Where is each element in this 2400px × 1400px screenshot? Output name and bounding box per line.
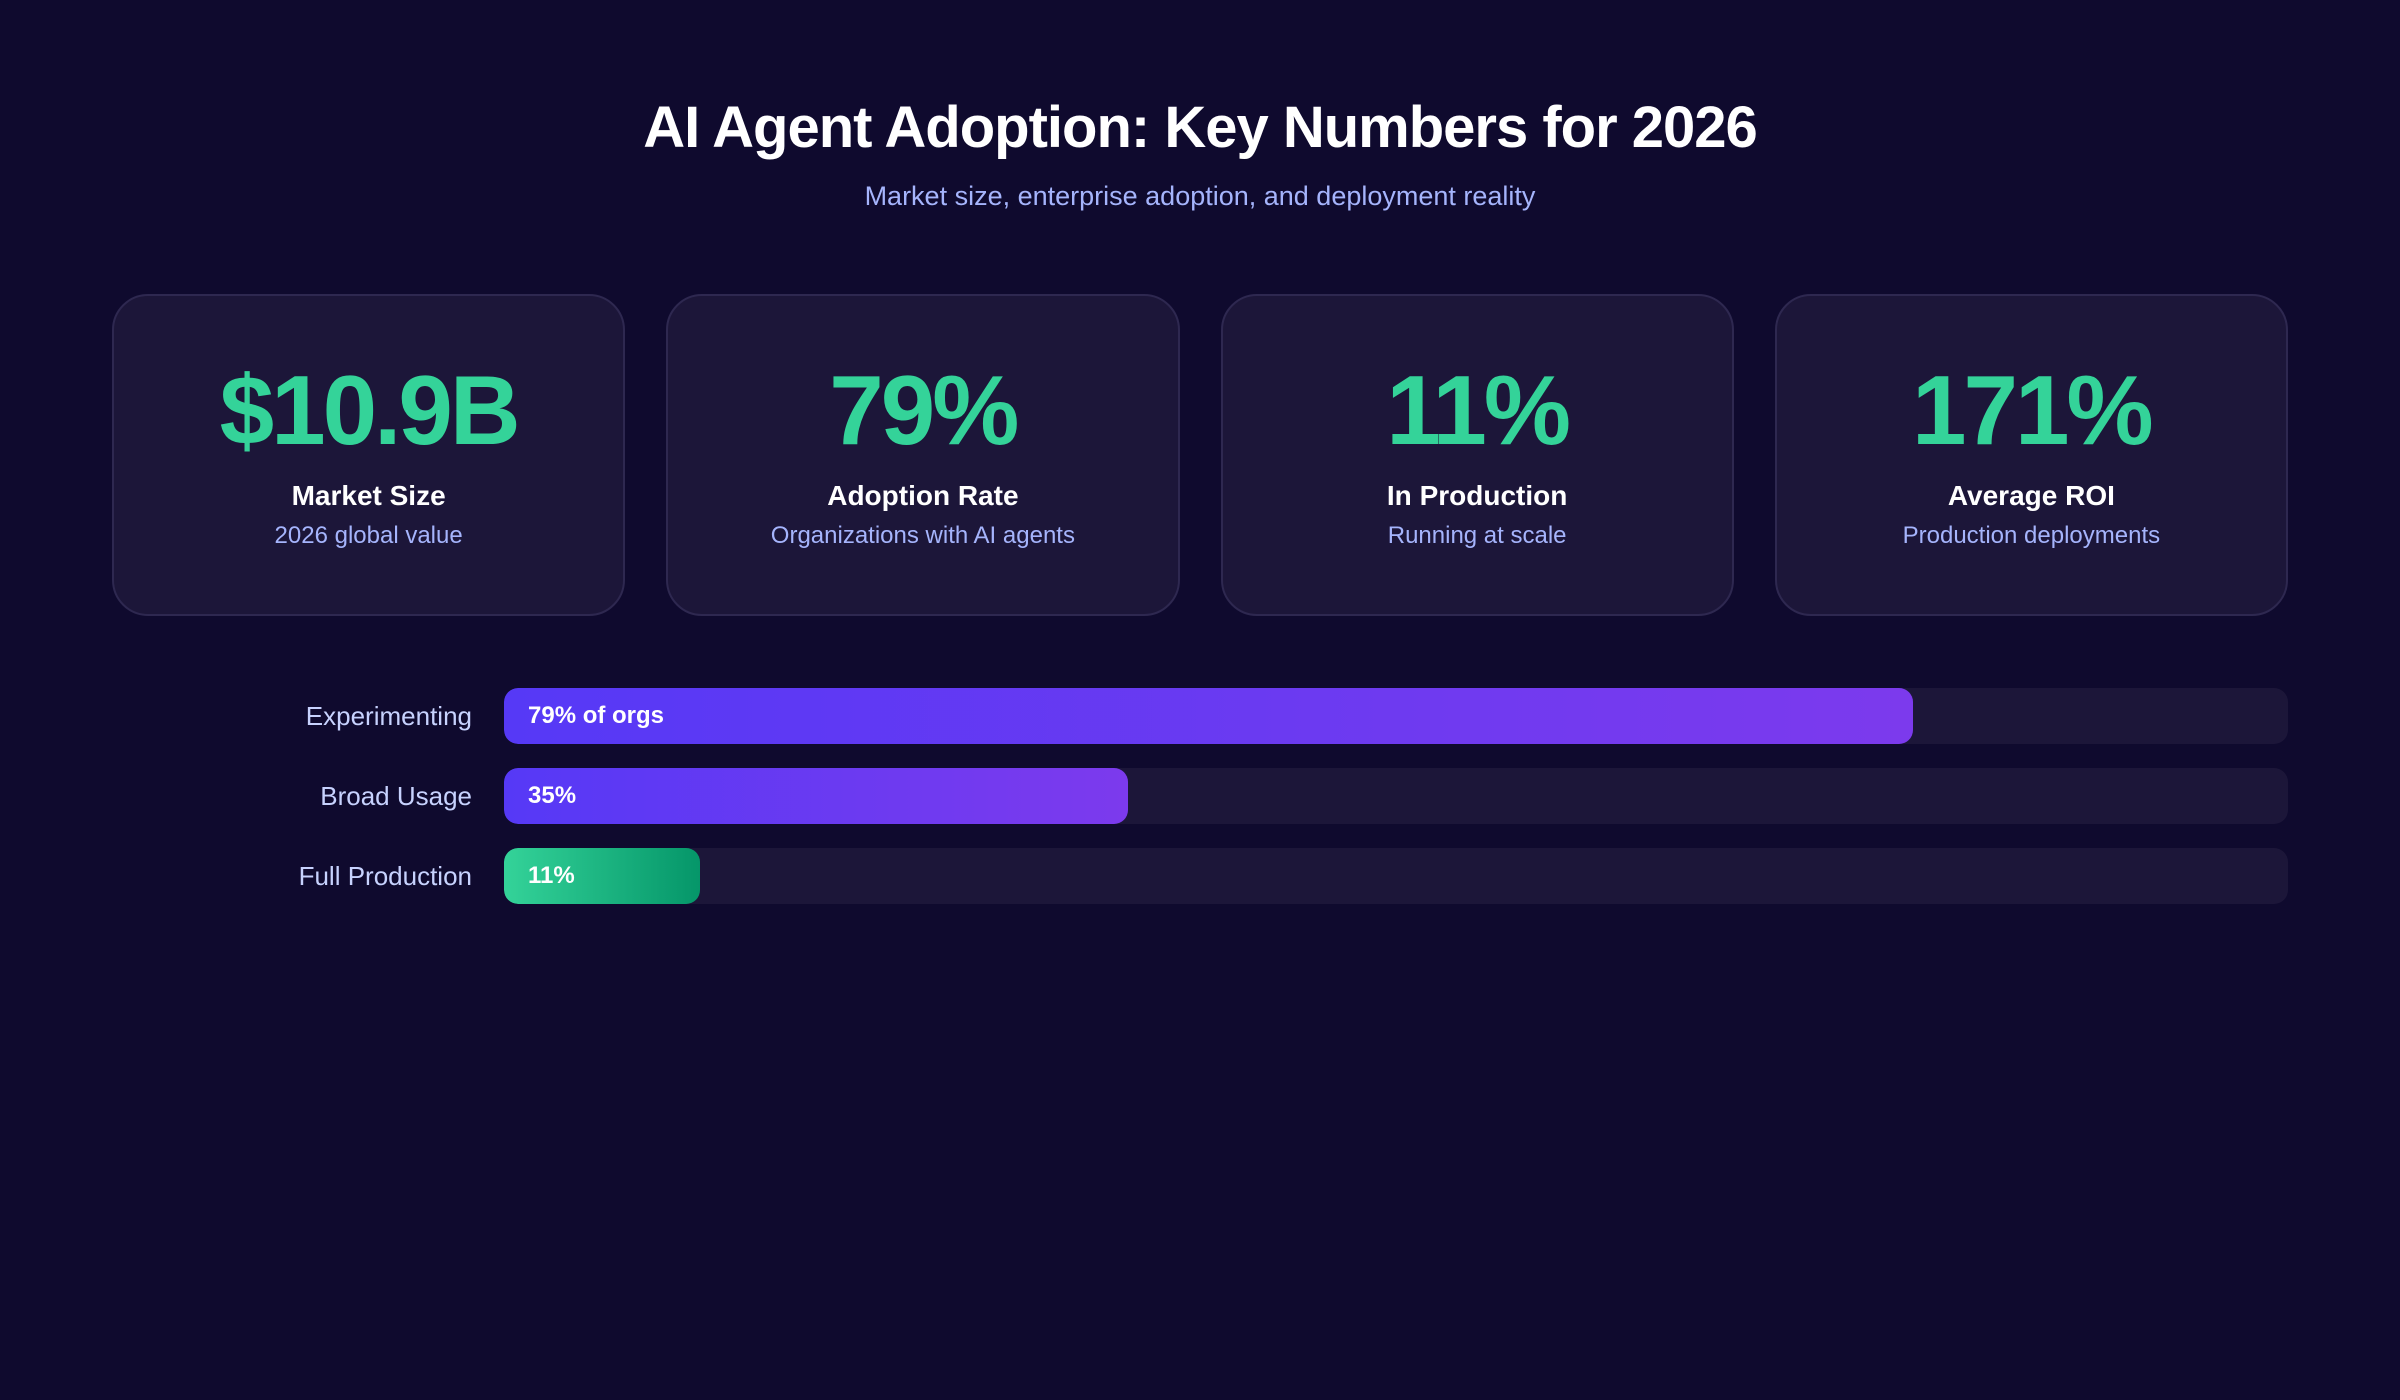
bar-track: 79% of orgs: [504, 688, 2288, 744]
stat-value: 11%: [1386, 355, 1571, 465]
bar-fill: 35%: [504, 768, 1129, 824]
stat-value: $10.9B: [219, 355, 521, 465]
stat-cards: $10.9B Market Size 2026 global value 79%…: [112, 294, 2288, 616]
bar-row-full-production: Full Production 11%: [0, 848, 2400, 904]
stat-value: 79%: [829, 355, 1019, 465]
page-title: AI Agent Adoption: Key Numbers for 2026: [643, 95, 1758, 160]
page-subtitle: Market size, enterprise adoption, and de…: [864, 181, 1536, 211]
bar-fill: 79% of orgs: [504, 688, 1914, 744]
bar-label: Full Production: [298, 861, 472, 891]
stat-value: 171%: [1912, 355, 2154, 465]
bar-label: Experimenting: [305, 701, 472, 731]
bar-track: 35%: [504, 768, 2288, 824]
stat-card-market-size: $10.9B Market Size 2026 global value: [112, 294, 626, 616]
stat-caption: Running at scale: [1387, 522, 1567, 549]
bar-row-experimenting: Experimenting 79% of orgs: [0, 688, 2400, 744]
stat-caption: 2026 global value: [274, 522, 463, 549]
header: AI Agent Adoption: Key Numbers for 2026 …: [0, 92, 2400, 214]
stat-caption: Organizations with AI agents: [770, 522, 1075, 549]
stat-label: Adoption Rate: [827, 480, 1019, 511]
stat-label: Market Size: [291, 480, 446, 511]
stat-label: Average ROI: [1947, 480, 2115, 511]
stat-caption: Production deployments: [1902, 522, 2161, 549]
stat-card-in-production: 11% In Production Running at scale: [1220, 294, 1734, 616]
stat-card-average-roi: 171% Average ROI Production deployments: [1774, 294, 2288, 616]
bar-row-broad-usage: Broad Usage 35%: [0, 768, 2400, 824]
bar-label: Broad Usage: [320, 781, 472, 811]
bar-track: 11%: [504, 848, 2288, 904]
stat-card-adoption-rate: 79% Adoption Rate Organizations with AI …: [666, 294, 1180, 616]
stat-label: In Production: [1386, 480, 1568, 511]
bar-fill: 11%: [504, 848, 701, 904]
